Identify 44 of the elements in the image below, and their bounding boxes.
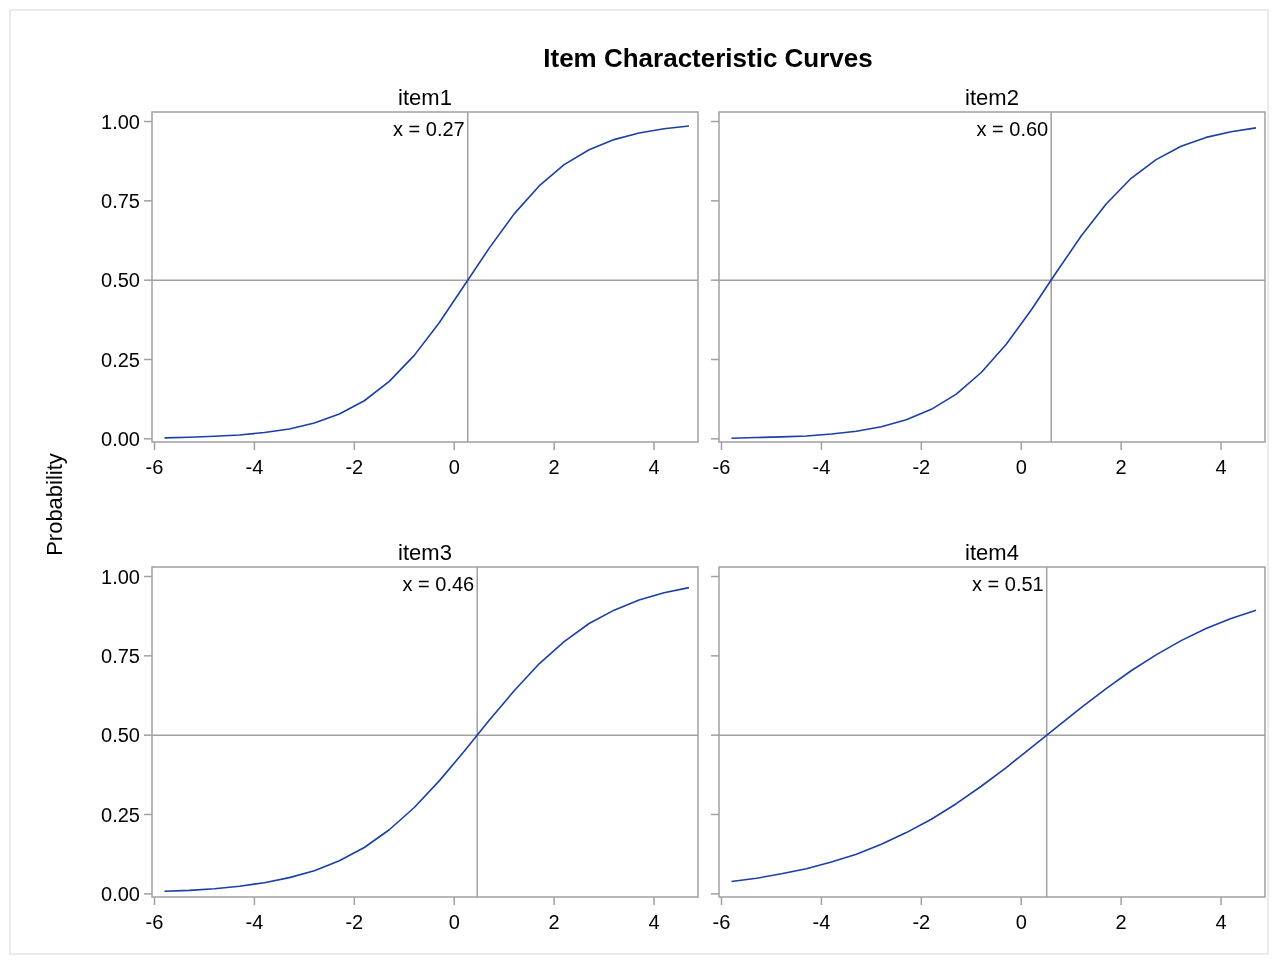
x-tick-label: -4	[245, 911, 264, 933]
y-tick-label: 1.00	[101, 110, 140, 133]
x-tick-label: -6	[712, 456, 731, 478]
y-axis-title: Probability	[42, 453, 67, 556]
y-tick-label: 1.00	[101, 565, 140, 588]
ref-line-label: x = 0.46	[402, 573, 475, 595]
ref-line-label: x = 0.60	[976, 118, 1049, 140]
x-tick-label: 4	[648, 456, 660, 478]
y-tick-label: 0.25	[101, 803, 140, 826]
y-tick-label: 0.00	[101, 427, 140, 450]
x-tick-label: -2	[345, 456, 364, 478]
x-tick-label: 0	[1015, 911, 1027, 933]
x-tick-label: -2	[912, 456, 931, 478]
y-tick-label: 0.00	[101, 882, 140, 905]
x-tick-label: 4	[1215, 911, 1227, 933]
x-tick-label: -4	[245, 456, 264, 478]
x-tick-label: -4	[812, 456, 831, 478]
x-tick-label: 2	[548, 911, 560, 933]
x-tick-label: -6	[712, 911, 731, 933]
x-tick-label: 0	[1015, 456, 1027, 478]
x-tick-label: 2	[548, 456, 560, 478]
x-tick-label: -2	[345, 911, 364, 933]
ref-line-label: x = 0.27	[392, 118, 465, 140]
ref-line-label: x = 0.51	[971, 573, 1044, 595]
chart-subtitle: item4	[965, 540, 1019, 565]
x-tick-label: 2	[1115, 911, 1127, 933]
x-tick-label: -6	[145, 456, 164, 478]
chart-subtitle: item1	[398, 85, 452, 110]
x-tick-label: 0	[448, 911, 460, 933]
x-tick-label: -4	[812, 911, 831, 933]
chart-subtitle: item3	[398, 540, 452, 565]
y-tick-label: 0.75	[101, 189, 140, 212]
x-tick-label: 4	[1215, 456, 1227, 478]
y-tick-label: 0.25	[101, 348, 140, 371]
x-tick-label: 4	[648, 911, 660, 933]
y-tick-label: 0.50	[101, 269, 140, 292]
x-tick-label: 0	[448, 456, 460, 478]
chart-subtitle: item2	[965, 85, 1019, 110]
chart-title: Item Characteristic Curves	[543, 43, 873, 73]
x-tick-label: -6	[145, 911, 164, 933]
x-tick-label: -2	[912, 911, 931, 933]
y-tick-label: 0.75	[101, 644, 140, 667]
x-tick-label: 2	[1115, 456, 1127, 478]
y-tick-label: 0.50	[101, 724, 140, 747]
